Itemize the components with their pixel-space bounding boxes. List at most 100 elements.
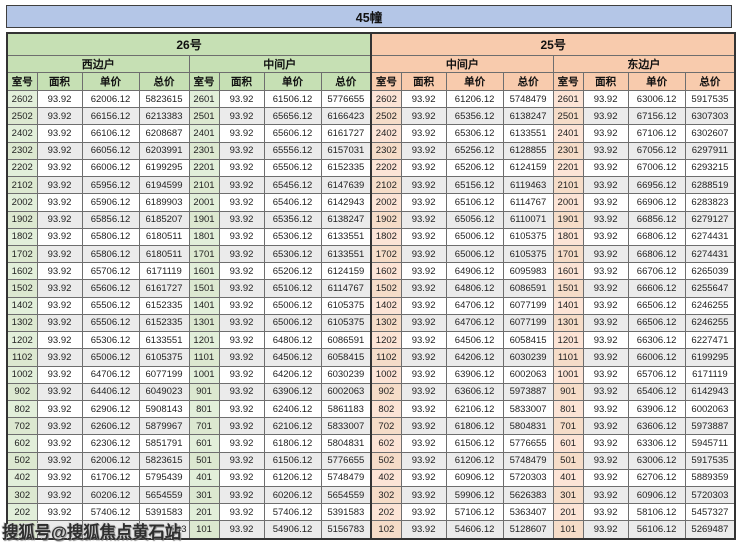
value-cell: 6199295	[684, 348, 736, 367]
value-cell: 65506.12	[81, 313, 140, 333]
value-cell: 6302607	[684, 124, 736, 143]
value-cell: 66806.12	[627, 227, 686, 246]
value-cell: 65806.12	[81, 244, 140, 264]
value-cell: 93.92	[582, 193, 629, 212]
value-cell: 65106.12	[263, 279, 322, 298]
room-cell: 2101	[188, 176, 220, 195]
room-cell: 1302	[6, 313, 38, 333]
value-cell: 93.92	[36, 417, 83, 436]
value-cell: 6246255	[684, 296, 736, 315]
value-cell: 65306.12	[445, 124, 504, 143]
value-cell: 93.92	[36, 486, 83, 505]
value-cell: 5128607	[502, 520, 554, 540]
room-cell: 601	[188, 434, 220, 453]
value-cell: 93.92	[582, 89, 629, 109]
value-cell: 66956.12	[627, 176, 686, 195]
value-cell: 93.92	[582, 417, 629, 436]
room-cell: 1402	[370, 296, 402, 315]
column-header-2: 单价	[81, 72, 140, 91]
sohu-watermark: 搜狐号@搜狐焦点黄石站	[2, 523, 182, 542]
value-cell: 6157031	[320, 141, 372, 160]
room-cell: 501	[552, 451, 584, 470]
value-cell: 93.92	[218, 382, 265, 401]
room-cell: 1101	[188, 348, 220, 367]
value-cell: 63606.12	[445, 382, 504, 401]
value-cell: 6288519	[684, 176, 736, 195]
price-table-wrap: 26号 25号 西边户 中间户 中间户 东边户 室号 面积 单价 总价 室号 面积 单价 总价…	[6, 32, 737, 540]
value-cell: 5720303	[502, 468, 554, 488]
value-cell: 64406.12	[81, 382, 140, 401]
column-header-0: 室号	[188, 72, 220, 91]
value-cell: 93.92	[36, 107, 83, 126]
room-cell: 1802	[6, 227, 38, 246]
column-header-1: 面积	[582, 72, 629, 91]
value-cell: 61806.12	[445, 417, 504, 436]
value-cell: 6095983	[502, 262, 554, 281]
value-cell: 5917535	[684, 89, 736, 109]
value-cell: 6283823	[684, 193, 736, 212]
value-cell: 93.92	[582, 313, 629, 333]
value-cell: 93.92	[400, 451, 447, 470]
room-cell: 1001	[552, 365, 584, 384]
room-cell: 1501	[188, 279, 220, 298]
value-cell: 61506.12	[263, 451, 322, 470]
room-cell: 1901	[188, 210, 220, 229]
value-cell: 6189903	[138, 193, 190, 212]
value-cell: 64806.12	[445, 279, 504, 298]
value-cell: 6213383	[138, 107, 190, 126]
table-row: 2302 93.92 66056.12 6203991 2301 93.92 65556.1…	[6, 141, 736, 160]
room-cell: 101	[552, 520, 584, 540]
room-cell: 2201	[188, 158, 220, 178]
value-cell: 93.92	[36, 451, 83, 470]
room-cell: 201	[552, 503, 584, 522]
value-cell: 93.92	[400, 468, 447, 488]
value-cell: 66106.12	[81, 124, 140, 143]
value-cell: 93.92	[218, 193, 265, 212]
value-cell: 6086591	[502, 279, 554, 298]
value-cell: 5833007	[320, 417, 372, 436]
value-cell: 6133551	[320, 244, 372, 264]
unit-type-header-row: 西边户 中间户 中间户 东边户	[6, 55, 736, 73]
value-cell: 57406.12	[263, 503, 322, 522]
value-cell: 65356.12	[445, 107, 504, 126]
room-cell: 2102	[6, 176, 38, 195]
table-row: 1902 93.92 65856.12 6185207 1901 93.92 65356.1…	[6, 210, 736, 229]
column-header-0: 室号	[6, 72, 38, 91]
building-25-header: 25号	[370, 32, 736, 56]
value-cell: 93.92	[582, 451, 629, 470]
value-cell: 5748479	[502, 451, 554, 470]
value-cell: 6105375	[320, 313, 372, 333]
room-cell: 802	[6, 399, 38, 419]
value-cell: 6147639	[320, 176, 372, 195]
value-cell: 64706.12	[445, 296, 504, 315]
column-header-2: 单价	[627, 72, 686, 91]
value-cell: 66006.12	[81, 158, 140, 178]
value-cell: 6265039	[684, 262, 736, 281]
value-cell: 93.92	[36, 244, 83, 264]
room-cell: 1602	[6, 262, 38, 281]
room-cell: 302	[370, 486, 402, 505]
room-cell: 1301	[552, 313, 584, 333]
value-cell: 93.92	[218, 399, 265, 419]
price-table: 26号 25号 西边户 中间户 中间户 东边户 室号 面积 单价 总价 室号 面积 单价 总价…	[6, 32, 737, 540]
value-cell: 93.92	[400, 124, 447, 143]
value-cell: 65206.12	[263, 262, 322, 281]
value-cell: 93.92	[400, 417, 447, 436]
table-row: 1202 93.92 65306.12 6133551 1201 93.92 64806.1…	[6, 331, 736, 350]
room-cell: 601	[552, 434, 584, 453]
value-cell: 65606.12	[263, 124, 322, 143]
value-cell: 5626383	[502, 486, 554, 505]
room-cell: 1202	[6, 331, 38, 350]
room-cell: 1502	[6, 279, 38, 298]
value-cell: 66056.12	[81, 141, 140, 160]
value-cell: 62906.12	[81, 399, 140, 419]
room-cell: 2001	[552, 193, 584, 212]
value-cell: 61206.12	[445, 451, 504, 470]
value-cell: 65006.12	[263, 296, 322, 315]
value-cell	[81, 520, 140, 540]
room-cell: 702	[6, 417, 38, 436]
column-header-2: 单价	[263, 72, 322, 91]
value-cell: 6002063	[684, 399, 736, 419]
room-cell: 401	[188, 468, 220, 488]
value-cell: 93.92	[582, 348, 629, 367]
